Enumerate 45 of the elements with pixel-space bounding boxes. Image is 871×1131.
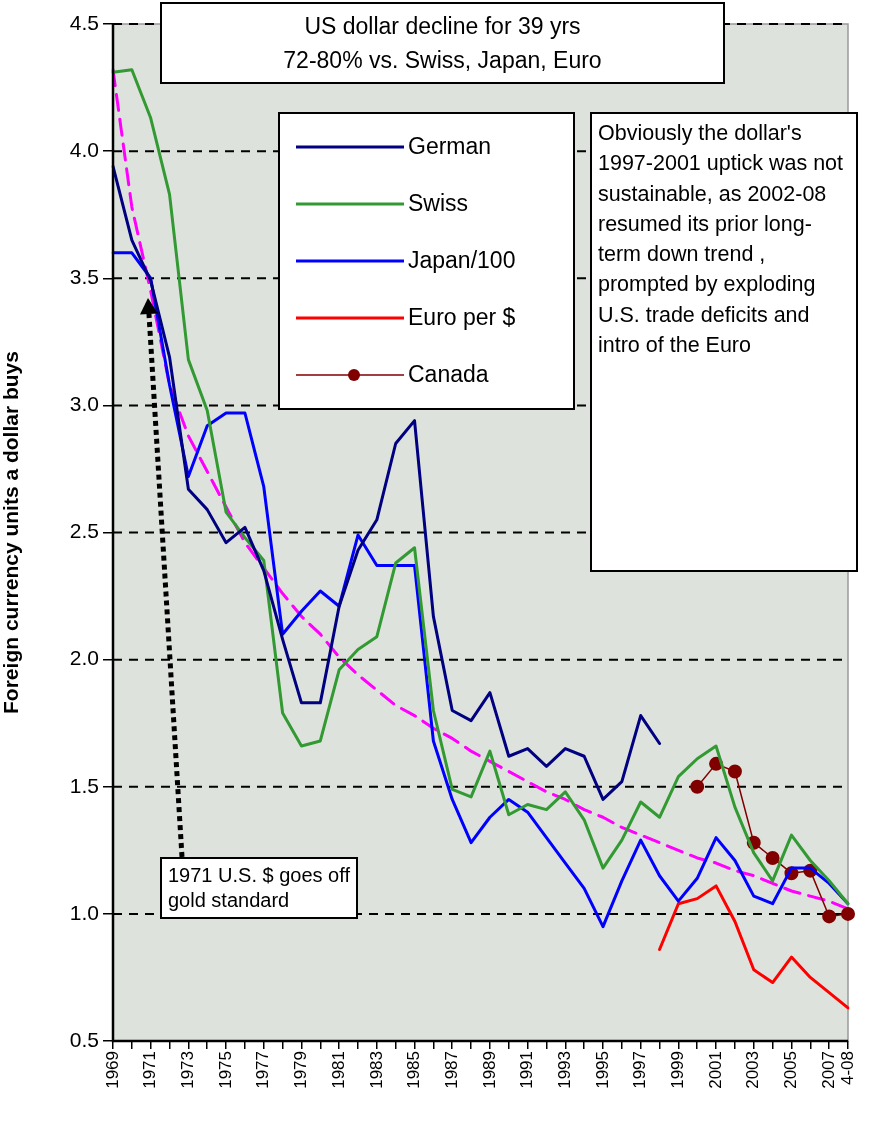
- x-tick-label: 1977: [253, 1051, 273, 1089]
- point: [727, 764, 742, 779]
- point: [690, 779, 705, 794]
- x-tick-label: 1979: [291, 1051, 311, 1089]
- y-tick-label: 2.0: [69, 646, 99, 670]
- y-tick-label: 4.5: [69, 10, 99, 34]
- x-tick-label: 2007: [818, 1051, 838, 1089]
- point: [765, 850, 780, 865]
- note-box: 1971 U.S. $ goes off gold standard: [160, 857, 358, 919]
- x-tick-label: 1999: [668, 1051, 688, 1089]
- x-tick-label: 1971: [140, 1051, 160, 1089]
- chart-title: US dollar decline for 39 yrs: [303, 12, 582, 41]
- title-box: US dollar decline for 39 yrs 72-80% vs. Swiss, Japan, Euro: [160, 2, 725, 84]
- y-tick-label: 4.0: [69, 137, 99, 161]
- y-axis-title: Foreign currency units a dollar buys: [0, 351, 23, 714]
- y-tick-label: 0.5: [69, 1027, 99, 1051]
- y-tick-label: 3.5: [69, 265, 99, 289]
- x-tick-label: 1985: [404, 1051, 424, 1089]
- x-tick-label: 2001: [705, 1051, 725, 1089]
- x-tick-label: 1993: [555, 1051, 574, 1089]
- x-tick-label: 1981: [328, 1051, 348, 1089]
- x-tick-label: 1987: [441, 1051, 461, 1089]
- y-tick-label: 1.5: [69, 773, 99, 797]
- x-tick-label: 1973: [178, 1051, 198, 1089]
- y-tick-label: 1.0: [69, 900, 99, 924]
- legend-label: Canada: [408, 361, 489, 388]
- note-box: Obviously the dollar's 1997-2001 uptick was not sustainable, as 2002-08 resumed its prior long-term down trend , prompted by exploding U.S. trade deficits and intro of the Euro: [590, 112, 858, 572]
- x-tick-label: 1989: [479, 1051, 499, 1089]
- legend-label: Japan/100: [408, 247, 516, 274]
- legend-label: German: [408, 133, 492, 160]
- x-tick-label: 2005: [781, 1051, 801, 1089]
- point: [841, 906, 855, 921]
- x-tick-label: 1997: [630, 1051, 650, 1089]
- x-tick-label: 1991: [517, 1051, 537, 1089]
- x-tick-label: 1995: [592, 1051, 612, 1089]
- x-tick-label: 1983: [366, 1051, 386, 1089]
- y-tick-label: 2.5: [69, 519, 99, 543]
- x-tick-label: 2003: [743, 1051, 763, 1089]
- legend-label: Swiss: [408, 190, 469, 217]
- legend-label: Euro per $: [408, 304, 516, 331]
- x-tick-label: 1969: [102, 1051, 122, 1089]
- point: [822, 909, 837, 924]
- y-tick-label: 3.0: [69, 392, 99, 416]
- x-tick-label: 1975: [215, 1051, 235, 1089]
- x-tick-label: 4-08: [837, 1051, 857, 1086]
